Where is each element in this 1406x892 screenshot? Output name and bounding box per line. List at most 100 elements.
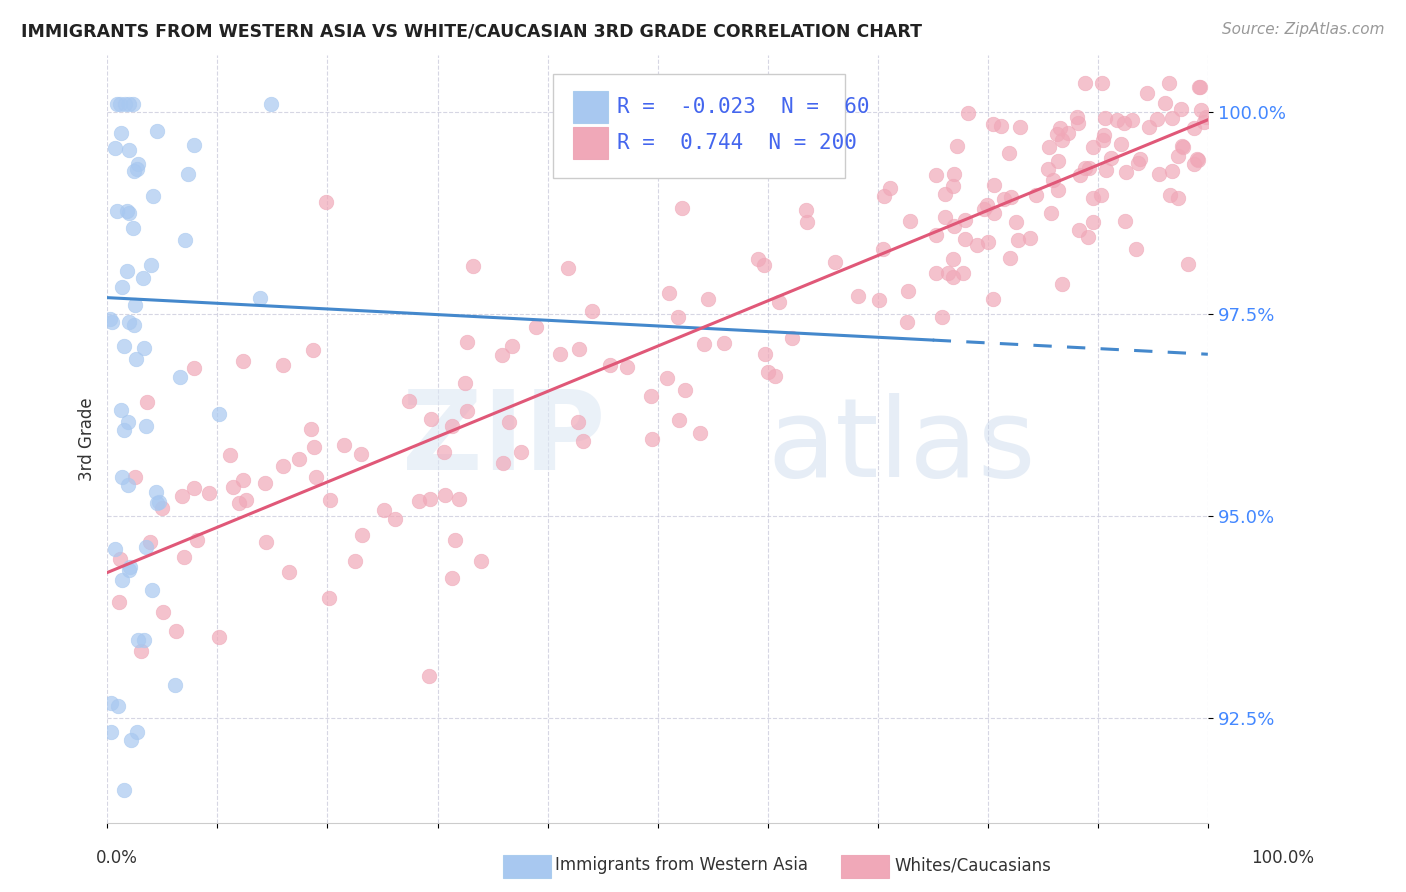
Point	[111, 469, 134, 483]
Point	[169, 369, 191, 384]
Point	[1094, 111, 1116, 125]
Point	[142, 189, 165, 203]
Point	[946, 139, 969, 153]
Point	[1146, 112, 1168, 127]
Point	[1095, 162, 1118, 177]
Point	[277, 566, 299, 580]
Point	[118, 96, 141, 111]
Point	[973, 202, 995, 217]
Point	[419, 491, 441, 506]
Point	[754, 258, 776, 272]
Point	[1092, 128, 1115, 142]
Point	[756, 365, 779, 379]
Point	[125, 724, 148, 739]
Point	[148, 495, 170, 509]
Point	[1137, 120, 1160, 135]
Point	[1025, 188, 1047, 202]
Point	[1160, 163, 1182, 178]
Point	[163, 678, 186, 692]
Point	[846, 289, 869, 303]
Point	[1050, 133, 1073, 147]
Point	[1125, 243, 1147, 257]
Point	[1177, 257, 1199, 271]
Point	[198, 486, 221, 500]
Point	[373, 503, 395, 517]
Point	[668, 413, 690, 427]
Text: R =  -0.023  N =  60: R = -0.023 N = 60	[617, 97, 869, 118]
Point	[449, 492, 471, 507]
Point	[454, 376, 477, 390]
Point	[1004, 215, 1026, 229]
Point	[1090, 188, 1112, 202]
Point	[943, 219, 966, 233]
Point	[186, 533, 208, 547]
Point	[990, 119, 1012, 133]
Point	[998, 146, 1021, 161]
Point	[792, 161, 814, 175]
Point	[105, 96, 128, 111]
Point	[501, 339, 523, 353]
Point	[1167, 149, 1189, 163]
Point	[132, 632, 155, 647]
Point	[271, 358, 294, 372]
Point	[510, 445, 533, 459]
Point	[271, 458, 294, 473]
Point	[420, 412, 443, 426]
Point	[498, 416, 520, 430]
Text: ZIP: ZIP	[402, 385, 605, 492]
Point	[896, 315, 918, 329]
Point	[934, 211, 956, 225]
Point	[1038, 140, 1060, 154]
Point	[868, 293, 890, 308]
Point	[222, 480, 245, 494]
Point	[599, 358, 621, 372]
Point	[108, 595, 131, 609]
Point	[524, 319, 547, 334]
Text: atlas: atlas	[768, 393, 1036, 500]
Point	[105, 203, 128, 218]
Point	[925, 266, 948, 280]
Point	[640, 389, 662, 403]
Point	[658, 286, 681, 301]
Text: Immigrants from Western Asia: Immigrants from Western Asia	[555, 856, 808, 874]
Point	[112, 339, 135, 353]
Point	[1092, 132, 1115, 146]
Point	[114, 96, 136, 111]
Point	[253, 475, 276, 490]
Point	[104, 542, 127, 557]
Point	[1114, 116, 1136, 130]
Point	[141, 258, 163, 272]
Point	[98, 311, 121, 326]
Point	[124, 469, 146, 483]
Point	[942, 179, 965, 194]
Point	[981, 117, 1004, 131]
Point	[333, 438, 356, 452]
Point	[1045, 128, 1067, 142]
Point	[1047, 183, 1070, 197]
Point	[983, 206, 1005, 220]
Point	[763, 368, 786, 383]
Point	[873, 188, 896, 202]
Point	[176, 167, 198, 181]
Point	[1074, 77, 1097, 91]
Point	[1159, 77, 1181, 91]
Point	[1171, 138, 1194, 153]
Point	[1007, 233, 1029, 247]
Point	[110, 552, 132, 566]
Point	[697, 292, 720, 306]
Point	[983, 178, 1005, 192]
Point	[319, 493, 342, 508]
Point	[125, 162, 148, 177]
Point	[747, 252, 769, 267]
Point	[768, 294, 790, 309]
Point	[491, 348, 513, 362]
Text: 100.0%: 100.0%	[1251, 849, 1315, 867]
Point	[1091, 77, 1114, 91]
Point	[135, 541, 157, 555]
Point	[1188, 80, 1211, 95]
Point	[183, 137, 205, 152]
Point	[898, 214, 921, 228]
Y-axis label: 3rd Grade: 3rd Grade	[79, 397, 96, 481]
Point	[1167, 191, 1189, 205]
Point	[1074, 161, 1097, 175]
